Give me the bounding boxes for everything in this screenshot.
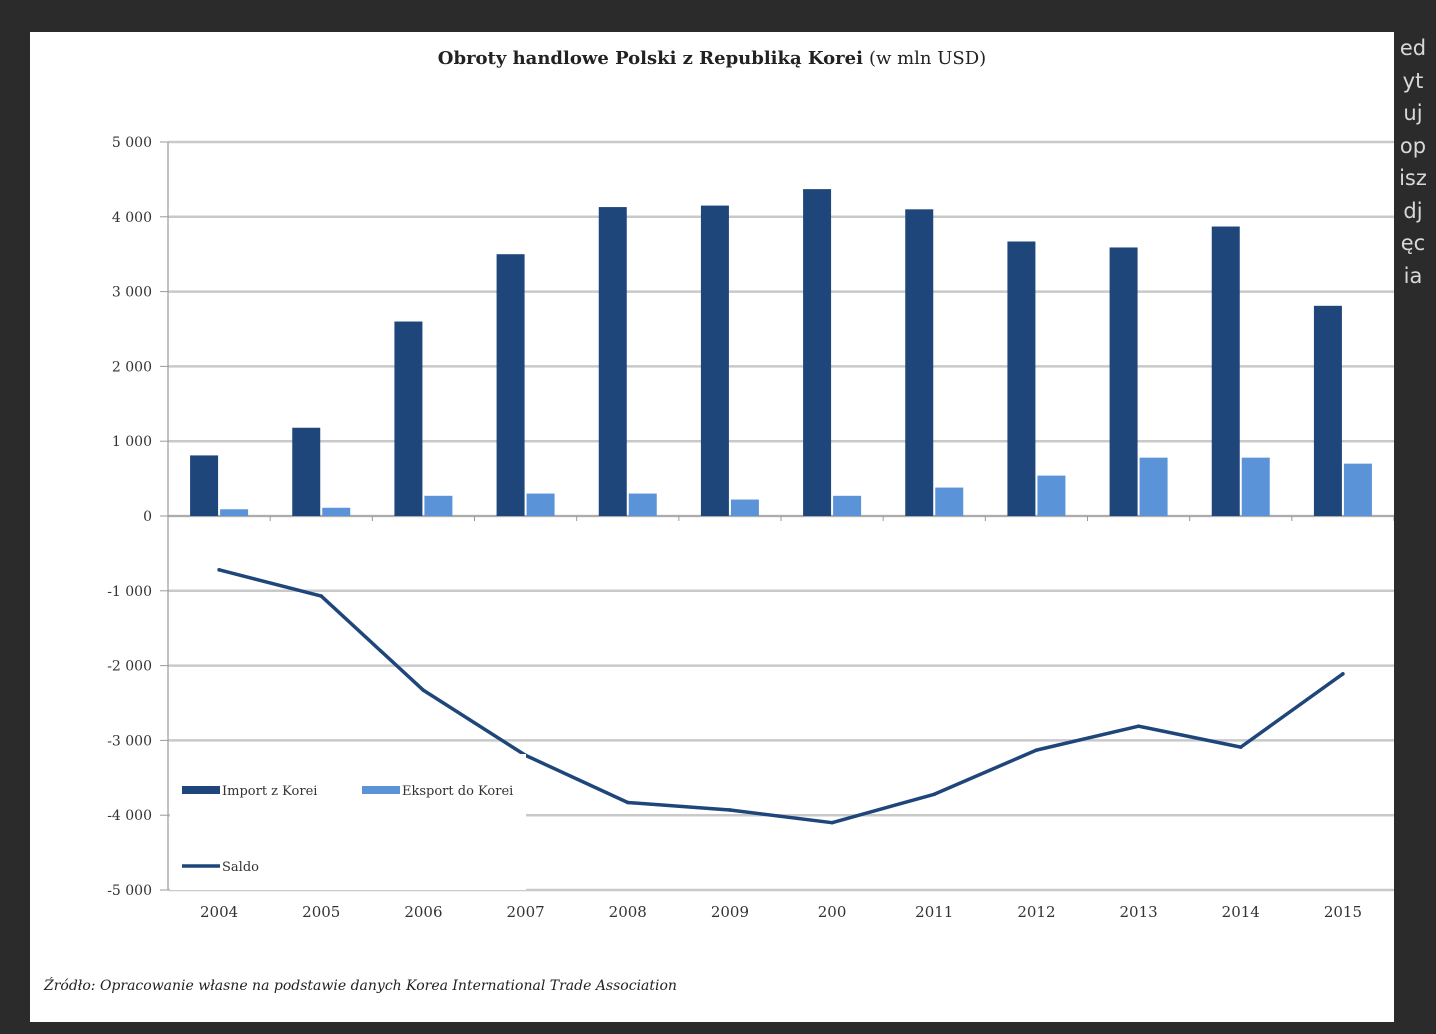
saldo-point [1034, 748, 1039, 752]
bar-import [292, 427, 321, 516]
y-tick-label: 1 000 [112, 434, 152, 450]
legend-label: Eksport do Korei [402, 784, 513, 799]
legend-label: Import z Korei [222, 784, 317, 799]
y-tick-label: 3 000 [112, 285, 152, 301]
bar-import [1313, 305, 1342, 516]
x-tick-label: 2006 [404, 903, 442, 921]
x-tick-label: 2005 [302, 903, 340, 921]
bar-import [1109, 247, 1138, 516]
source-note: Źródło: Opracowanie własne na podstawie … [44, 978, 677, 994]
saldo-point [728, 808, 732, 812]
bar-export [730, 499, 759, 516]
bar-import [700, 205, 729, 516]
sidebar-edit-link[interactable]: edytujopiszdjęcia [1399, 36, 1427, 288]
bar-export [628, 493, 657, 516]
x-tick-label: 2014 [1222, 903, 1260, 921]
saldo-point [421, 688, 426, 693]
y-tick-label: 2 000 [112, 359, 152, 375]
x-tick-label: 2004 [200, 903, 238, 921]
saldo-point [217, 568, 221, 572]
saldo-point [932, 792, 937, 797]
x-tick-label: 2015 [1324, 903, 1362, 921]
x-tick-label: 2008 [609, 903, 647, 921]
x-tick-label: 2012 [1017, 903, 1055, 921]
bar-export [526, 493, 555, 516]
x-tick-label: 2007 [506, 903, 544, 921]
bar-import [598, 207, 627, 517]
saldo-point [319, 594, 324, 598]
bar-import [496, 254, 525, 516]
bar-import [905, 209, 934, 516]
y-tick-label: -2 000 [107, 659, 152, 675]
chart-panel: Obroty handlowe Polski z Republiką Korei… [30, 32, 1394, 1022]
saldo-point [830, 820, 834, 825]
legend-swatch [182, 786, 220, 794]
y-tick-label: 0 [143, 509, 152, 525]
bar-import [394, 321, 423, 516]
bar-export [1139, 457, 1168, 516]
x-tick-label: 2011 [915, 903, 953, 921]
bar-export [1037, 475, 1066, 516]
y-tick-label: -3 000 [107, 733, 152, 749]
chart-title-unit: (w mln USD) [868, 48, 987, 69]
bar-export [1343, 463, 1372, 516]
bar-export [935, 487, 964, 516]
legend-background [170, 754, 526, 890]
bar-export [424, 495, 453, 516]
bar-line-chart: 5 000 4 000 3 000 2 000 1 000 0 -1 000 -2 000 -3… [107, 135, 1394, 921]
saldo-point [1238, 745, 1243, 749]
saldo-point [625, 800, 630, 805]
legend-swatch [362, 786, 400, 794]
chart-title: Obroty handlowe Polski z Republiką Korei… [437, 48, 987, 69]
bar-import [1007, 241, 1036, 516]
x-tick-label: 200 [818, 903, 847, 921]
y-tick-label: 5 000 [112, 135, 152, 151]
y-tick-label: 4 000 [112, 210, 152, 226]
series-line-saldo [218, 568, 1344, 825]
legend-label: Saldo [222, 860, 259, 875]
bar-import [190, 455, 219, 516]
bar-export [1241, 457, 1270, 516]
bar-import [1211, 226, 1240, 517]
y-tick-label: -5 000 [107, 883, 152, 899]
y-tick-label: -1 000 [107, 584, 152, 600]
x-tick-label: 2013 [1119, 903, 1157, 921]
bar-export [220, 509, 249, 516]
bar-import [803, 189, 832, 516]
bar-export [322, 507, 351, 516]
saldo-point [1136, 724, 1141, 728]
bar-export [833, 495, 862, 516]
y-tick-label: -4 000 [107, 808, 152, 824]
x-tick-label: 2009 [711, 903, 749, 921]
saldo-point [1341, 672, 1345, 676]
